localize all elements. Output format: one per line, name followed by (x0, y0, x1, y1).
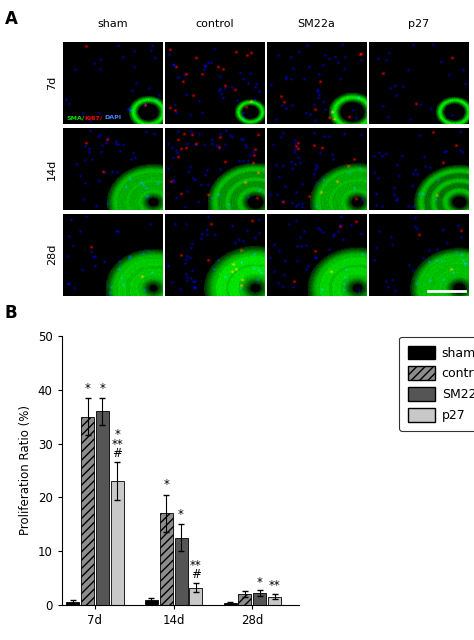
Text: 14d: 14d (47, 158, 57, 180)
Bar (268, 596, 281, 605)
Bar (81, 417, 94, 605)
Text: *: * (257, 575, 263, 589)
Text: *: * (84, 381, 91, 395)
Bar (111, 481, 124, 605)
Text: *: * (164, 478, 169, 492)
Text: SM22a: SM22a (298, 19, 335, 29)
Legend: sham, control, SM22a, p27: sham, control, SM22a, p27 (399, 337, 474, 431)
Text: DAPI: DAPI (105, 115, 122, 120)
Text: A: A (5, 10, 18, 28)
Text: Ki67/: Ki67/ (85, 115, 103, 120)
Text: sham: sham (97, 19, 128, 29)
Text: *: * (178, 508, 184, 521)
Text: control: control (195, 19, 234, 29)
Text: #: # (112, 447, 122, 460)
Text: 28d: 28d (47, 244, 57, 266)
Bar (66, 602, 79, 605)
Bar (238, 594, 251, 605)
Text: B: B (5, 304, 18, 322)
Bar (174, 538, 188, 605)
Text: **: ** (190, 559, 202, 572)
Text: **: ** (111, 438, 123, 451)
Bar (160, 513, 173, 605)
Text: *: * (100, 381, 105, 395)
Text: #: # (191, 568, 201, 581)
Bar (190, 588, 202, 605)
Text: *: * (114, 428, 120, 442)
Text: **: ** (269, 579, 281, 593)
Bar (145, 600, 158, 605)
Bar (224, 603, 237, 605)
Bar (96, 412, 109, 605)
Text: p27: p27 (408, 19, 429, 29)
Y-axis label: Proliferation Ratio (%): Proliferation Ratio (%) (19, 405, 32, 536)
Bar (253, 593, 266, 605)
Text: SMA/: SMA/ (66, 115, 84, 120)
Text: 7d: 7d (47, 76, 57, 90)
